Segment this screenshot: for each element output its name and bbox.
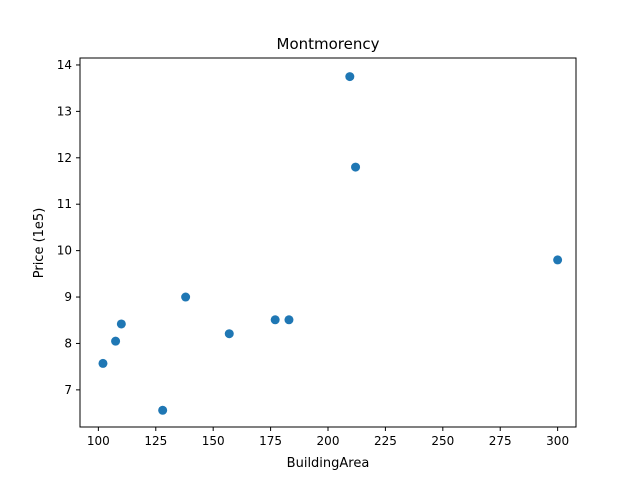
data-point [351, 162, 361, 172]
chart-title: Montmorency [277, 35, 380, 53]
data-point [284, 315, 294, 325]
y-tick-label: 7 [64, 383, 72, 397]
y-tick-label: 11 [57, 197, 72, 211]
x-tick-label: 200 [317, 434, 340, 448]
plot-frame [79, 57, 577, 428]
x-tick-label: 275 [489, 434, 512, 448]
x-axis-label: BuildingArea [287, 456, 370, 471]
x-tick-label: 225 [374, 434, 397, 448]
y-tick-label: 9 [64, 290, 72, 304]
x-tick-label: 175 [259, 434, 282, 448]
y-tick-label: 12 [57, 151, 72, 165]
x-tick-label: 150 [202, 434, 225, 448]
y-tick-label: 13 [57, 104, 72, 118]
y-axis-label: Price (1e5) [32, 208, 47, 279]
y-tick-label: 14 [57, 58, 72, 72]
data-point [98, 358, 108, 368]
data-point [270, 315, 280, 325]
data-point [553, 255, 563, 265]
x-tick-label: 300 [546, 434, 569, 448]
data-point [111, 336, 121, 346]
data-point [224, 329, 234, 339]
data-point [345, 72, 355, 82]
x-tick-label: 250 [431, 434, 454, 448]
data-point [181, 292, 191, 302]
plot-area: 100 125 150 175 200 225 250 275 300 7 8 9 10 11 12 13 14 [57, 57, 577, 448]
data-point [158, 405, 168, 415]
y-tick-label: 10 [57, 244, 72, 258]
x-tick-label: 100 [87, 434, 110, 448]
x-tick-label: 125 [144, 434, 167, 448]
data-point [116, 319, 126, 329]
y-tick-label: 8 [64, 336, 72, 350]
